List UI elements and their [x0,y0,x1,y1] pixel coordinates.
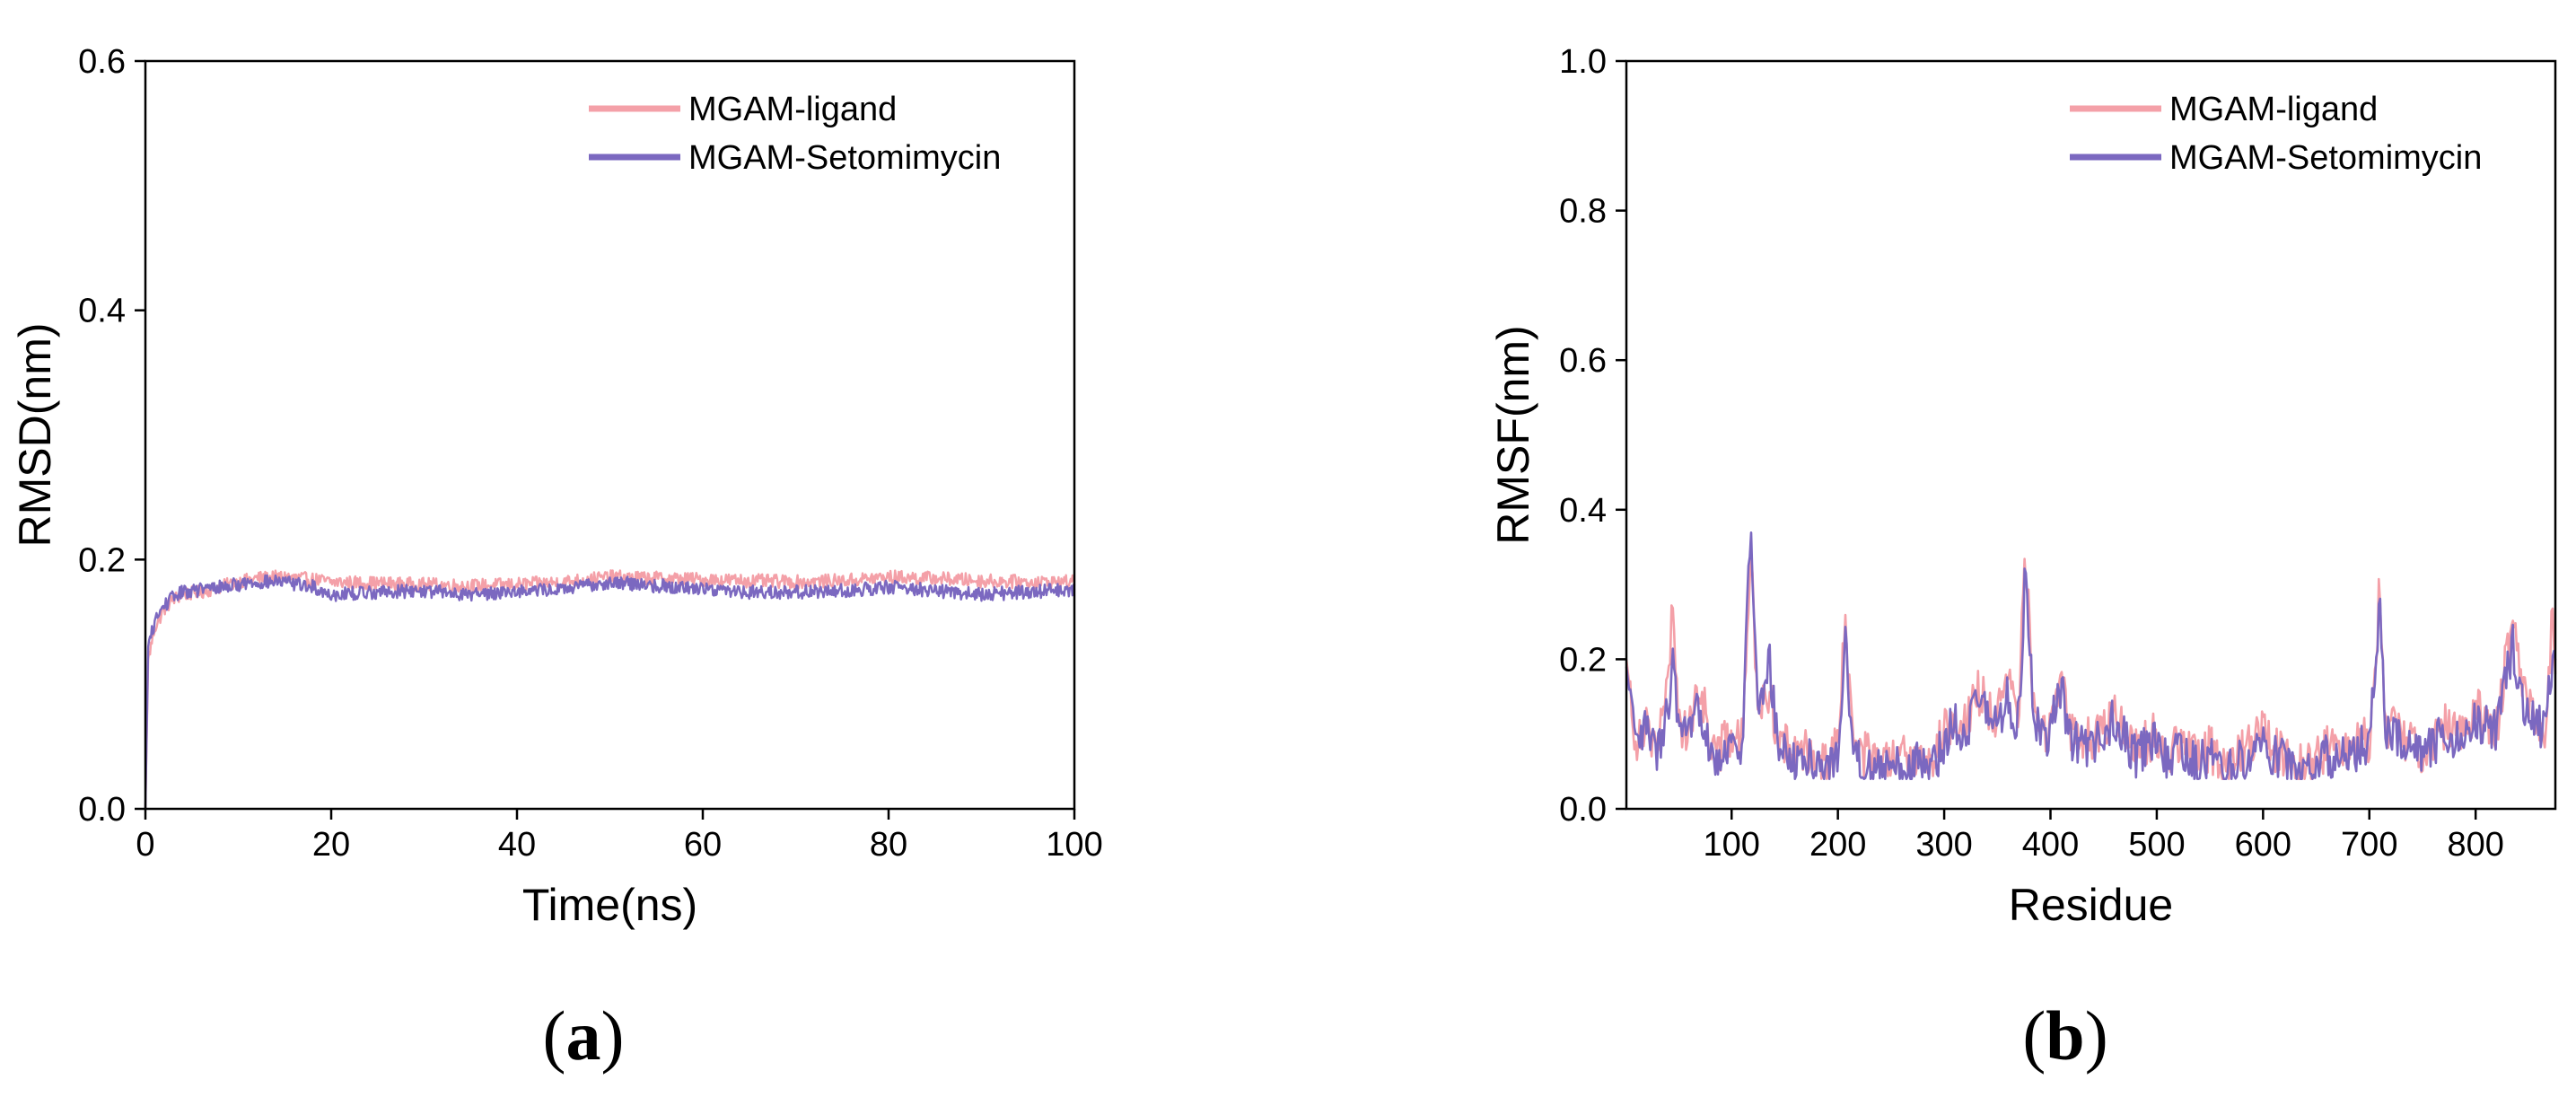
rmsd-series-ligand [144,569,1076,810]
rmsf-series-setomimycin [1625,531,2557,780]
rmsf-x-tick-label: 300 [1915,826,1972,864]
rmsf-y-axis-label: RMSF(nm) [1488,325,1538,544]
panel-label-b-open: ( [2022,996,2046,1075]
rmsd-legend: MGAM-ligand MGAM-Setomimycin [589,91,1001,177]
rmsd-legend-label-setomimycin: MGAM-Setomimycin [688,139,1001,177]
rmsd-y-tick-label: 0.4 [78,293,126,330]
panel-label-a: (a) [543,996,625,1075]
rmsf-y-tick-label: 0.2 [1559,641,1607,679]
rmsf-x-tick-label: 500 [2128,826,2185,864]
rmsf-x-tick-label: 400 [2022,826,2079,864]
rmsf-x-tick-label: 800 [2447,826,2503,864]
rmsf-y-tick-label: 0.0 [1559,791,1607,829]
rmsf-legend: MGAM-ligand MGAM-Setomimycin [2070,91,2482,177]
rmsd-x-axis-label: Time(ns) [522,880,697,930]
rmsd-series-layer [144,569,1076,810]
rmsf-ticks-layer: 100 200 300 400 500 600 700 800 0.0 0.2 0.4 0.6 0.8 1… [1559,43,2504,864]
panel-label-b-letter: b [2046,996,2084,1075]
rmsd-plot-frame [144,59,1076,811]
chart-rmsd: 0 20 40 60 80 100 0.0 0.2 0.4 0.6 Time(ns) RMSD(n… [10,43,1103,930]
rmsd-x-tick-label: 80 [870,826,907,864]
rmsd-legend-label-ligand: MGAM-ligand [688,91,897,128]
rmsd-y-axis-label: RMSD(nm) [10,323,60,548]
rmsf-legend-label-setomimycin: MGAM-Setomimycin [2169,139,2482,177]
rmsd-x-tick-label: 0 [136,826,154,864]
panel-label-a-close: ) [601,996,625,1075]
rmsd-series-setomimycin [144,574,1076,810]
rmsf-x-tick-label: 700 [2341,826,2397,864]
rmsd-x-tick-label: 60 [684,826,722,864]
panel-label-a-open: ( [543,996,566,1075]
rmsf-y-tick-label: 0.6 [1559,342,1607,380]
rmsd-y-tick-label: 0.6 [78,43,126,81]
rmsd-x-tick-label: 20 [312,826,350,864]
rmsf-x-tick-label: 600 [2235,826,2291,864]
panel-label-b-close: ) [2085,996,2108,1075]
rmsf-x-tick-label: 100 [1704,826,1760,864]
panel-label-b: (b) [2022,996,2107,1075]
rmsf-legend-label-ligand: MGAM-ligand [2169,91,2378,128]
rmsf-series-layer [1625,531,2557,780]
rmsd-x-tick-label: 100 [1046,826,1102,864]
rmsd-y-tick-label: 0.2 [78,541,126,579]
rmsf-y-tick-label: 0.4 [1559,492,1607,530]
rmsf-x-axis-label: Residue [2009,880,2173,930]
rmsf-y-tick-label: 0.8 [1559,193,1607,231]
rmsd-x-tick-label: 40 [498,826,536,864]
rmsf-plot-frame [1625,59,2557,811]
panel-label-a-letter: a [566,996,601,1075]
chart-rmsf: 100 200 300 400 500 600 700 800 0.0 0.2 0.4 0.6 0.8 1… [1488,43,2557,930]
rmsd-y-tick-label: 0.0 [78,791,126,829]
rmsd-ticks-layer: 0 20 40 60 80 100 0.0 0.2 0.4 0.6 [78,43,1103,864]
rmsf-x-tick-label: 200 [1809,826,1866,864]
rmsf-y-tick-label: 1.0 [1559,43,1607,81]
